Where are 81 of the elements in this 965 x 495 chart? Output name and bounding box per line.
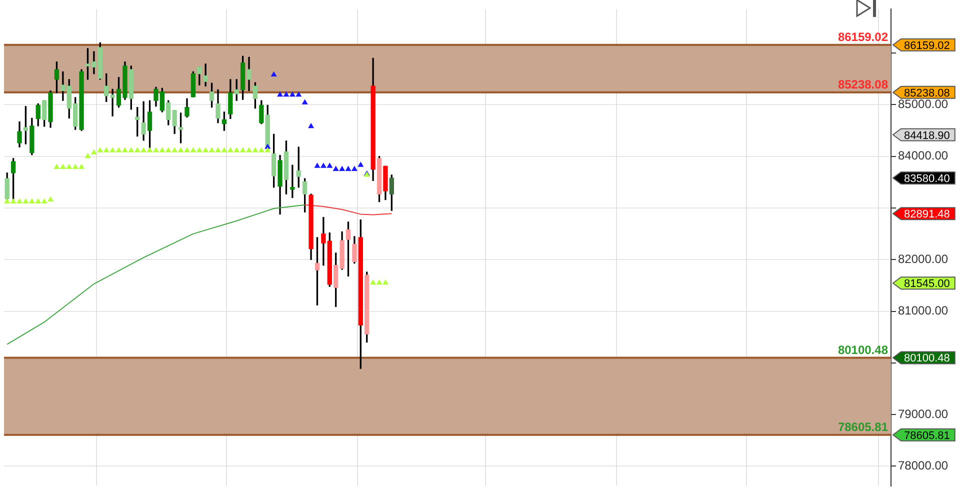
point	[208, 147, 215, 152]
point	[90, 149, 97, 154]
point	[326, 162, 333, 168]
text: 85238.08	[904, 87, 950, 100]
point	[47, 196, 54, 202]
point	[351, 166, 358, 172]
point	[72, 164, 78, 169]
y-tick-label: 84000.00	[898, 148, 948, 163]
text: 80100.48	[904, 352, 950, 365]
point	[345, 166, 352, 172]
point	[22, 198, 29, 204]
point	[28, 198, 35, 204]
point	[165, 147, 172, 152]
point	[184, 147, 190, 152]
point	[202, 147, 209, 152]
point	[308, 122, 314, 128]
point	[84, 152, 91, 158]
point	[60, 164, 66, 169]
y-tick-label: 82000.00	[898, 252, 948, 266]
point	[10, 198, 16, 204]
ref-line-label: 86159.02	[838, 30, 888, 44]
point	[320, 162, 326, 168]
point	[103, 147, 110, 152]
point	[78, 164, 85, 169]
point	[382, 279, 389, 285]
point	[264, 147, 271, 152]
ref-line-label: 78605.81	[838, 420, 888, 434]
text: 82891.48	[904, 208, 950, 221]
ref-line-label: 80100.48	[838, 343, 888, 358]
point	[146, 147, 153, 152]
point	[376, 279, 382, 285]
point	[16, 198, 23, 204]
point	[97, 147, 104, 152]
point	[264, 144, 271, 149]
point	[221, 147, 228, 152]
point	[258, 147, 264, 152]
point	[178, 147, 184, 152]
point	[110, 147, 116, 152]
point	[172, 147, 178, 152]
point	[332, 166, 339, 172]
point	[314, 162, 320, 168]
point	[116, 147, 122, 152]
point	[270, 71, 277, 77]
ref-line-label: 85238.08	[838, 78, 888, 92]
point	[302, 99, 308, 104]
text: 78605.81	[904, 430, 950, 442]
y-tick-label: 81000.00	[898, 304, 948, 318]
y-tick-label: 78000.00	[898, 458, 948, 472]
point	[370, 279, 376, 285]
point	[4, 198, 10, 204]
text: 86159.02	[904, 40, 950, 52]
point	[152, 147, 159, 152]
point	[54, 164, 60, 169]
point	[140, 147, 147, 152]
point	[128, 147, 134, 152]
y-tick-label: 85000.00	[898, 97, 948, 112]
point	[240, 147, 246, 152]
point	[246, 147, 252, 152]
candlestick	[290, 164, 295, 198]
point	[358, 162, 364, 167]
point	[339, 166, 346, 172]
text: 83580.40	[904, 173, 950, 186]
point	[41, 198, 48, 204]
point	[159, 147, 166, 152]
point	[289, 91, 296, 97]
point	[35, 198, 42, 204]
text: 84418.90	[904, 130, 950, 142]
point	[196, 147, 202, 152]
point	[190, 147, 196, 152]
point	[66, 164, 72, 169]
point	[227, 147, 234, 152]
point	[234, 147, 240, 152]
point	[134, 147, 140, 152]
point	[252, 147, 258, 152]
text: 81545.00	[904, 278, 950, 290]
point	[122, 147, 128, 152]
point	[296, 91, 302, 97]
y-tick-label: 79000.00	[898, 406, 948, 421]
point	[214, 147, 222, 152]
point	[283, 91, 290, 97]
point	[276, 91, 284, 97]
